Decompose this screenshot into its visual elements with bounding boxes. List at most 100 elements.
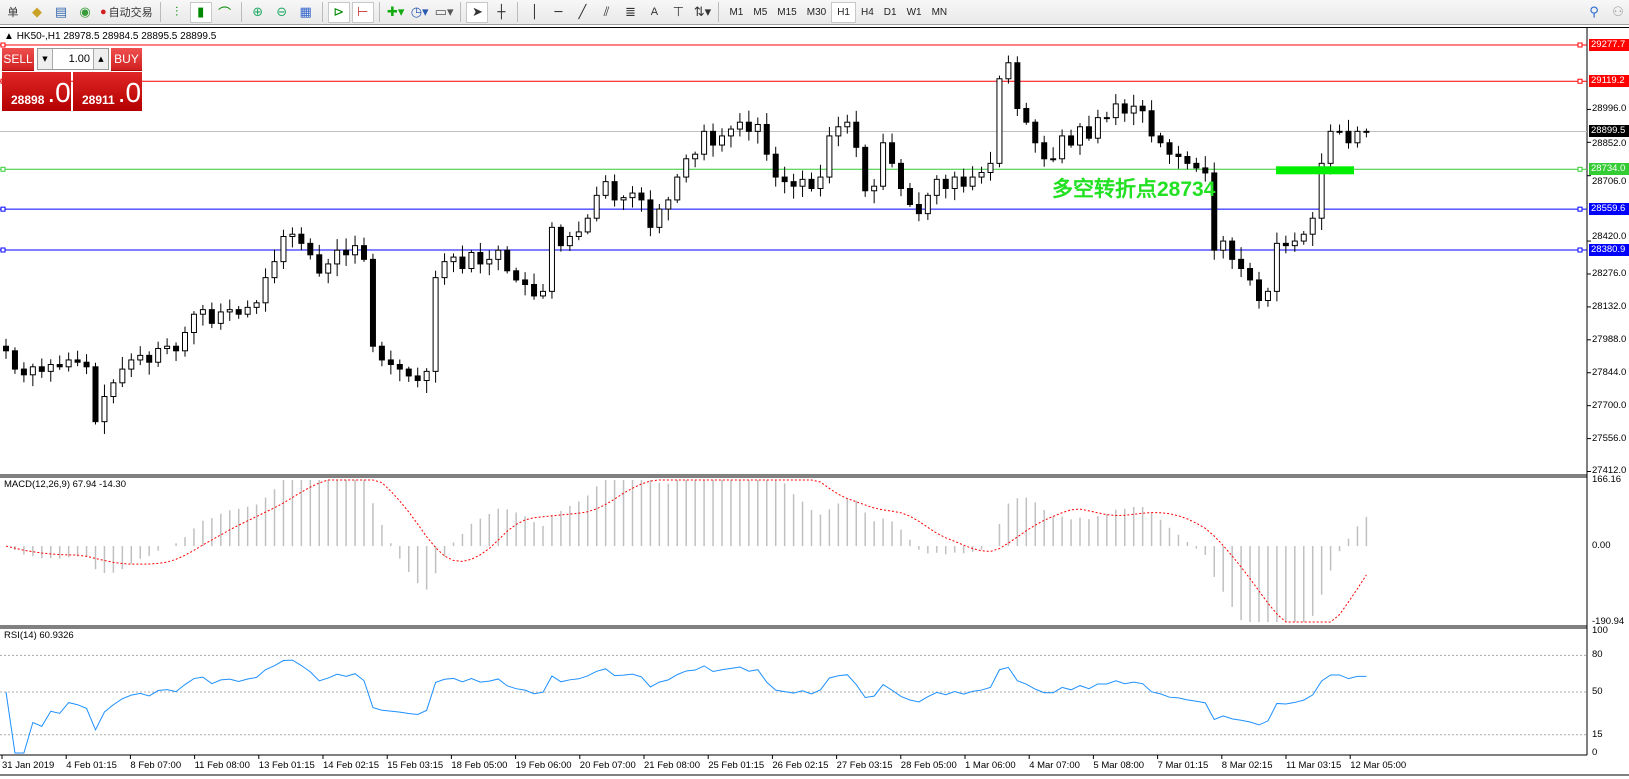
candle-bull [280,235,287,263]
zoom-out-icon[interactable]: ⊖ [276,4,288,20]
candle-bear [414,375,421,382]
candle-bear [862,146,869,192]
macd-axis-label: -190.94 [1592,616,1625,627]
time-axis-label: 7 Mar 01:15 [1157,760,1209,771]
sell-price[interactable]: 28898.0 [2,72,71,111]
candle-bear [1139,105,1146,112]
candle-bull [101,396,108,423]
signals-icon[interactable]: ◉ [79,4,91,20]
candlestick-icon[interactable]: ▮ [189,1,212,23]
decrease-lot-icon[interactable]: ▼ [38,49,53,69]
timeframe-w1[interactable]: W1 [906,6,922,18]
candle-bear [38,366,45,372]
price-tick-label: 28706.0 [1592,176,1627,188]
timeframe-h1[interactable]: H1 [831,1,856,23]
time-axis-label: 26 Feb 02:15 [772,760,829,771]
timeframe-mn[interactable]: MN [931,6,948,18]
price-tick-label: 27844.0 [1592,366,1627,378]
timeframe-m1[interactable]: M1 [729,6,744,18]
candle-bear [369,258,376,347]
time-axis-label: 15 Feb 03:15 [387,760,444,771]
tile-windows-icon[interactable]: ▦ [299,4,312,20]
annotation-text: 多空转折点 [1052,176,1157,201]
candle-bear [1175,153,1182,157]
price-label-resistance: 29277.7 [1589,39,1629,51]
candle-bull [817,176,824,189]
candle-bull [736,121,743,130]
chart-shift-icon[interactable]: ⊢ [351,1,374,23]
autotrade-button[interactable]: ● 自动交易 [98,2,155,23]
lot-stepper[interactable]: ▼ 1.00 ▲ [37,48,109,70]
templates-icon[interactable]: ▭▾ [434,4,454,20]
line-chart-icon[interactable]: ⌒ [218,6,232,22]
market-watch-icon[interactable]: ◆ [32,4,42,20]
candle-bull [271,261,278,279]
sell-button[interactable]: SELL [2,48,34,71]
candle-bull [1291,240,1298,247]
increase-lot-icon[interactable]: ▲ [93,49,108,69]
symbol-header: ▲ HK50-,H1 28978.5 28984.5 28895.5 28899… [4,31,217,42]
hline-handle [0,42,6,48]
rsi-axis-label: 100 [1592,625,1608,636]
horizontal-line-icon[interactable]: ─ [554,4,563,20]
candle-bear [1211,172,1218,251]
candle-bull [29,366,36,376]
candle-bear [20,368,27,376]
candle-bull [540,290,546,297]
autoscroll-icon[interactable]: ⊳ [327,1,350,23]
equidistant-channel-icon[interactable]: ⫽ [603,4,610,20]
candle-bull [1354,130,1361,144]
text-icon[interactable]: A [650,6,659,18]
text-label-icon[interactable]: ⊤ [672,4,685,20]
candle-bull [692,153,699,160]
data-window-icon[interactable]: ▤ [54,4,68,20]
candle-bear [531,284,538,297]
chart-canvas[interactable] [0,28,1629,777]
candle-bull [835,126,842,137]
candle-bull [495,249,502,260]
candle-bear [92,366,99,423]
search-icon[interactable]: ⚲ [1589,4,1599,20]
macd-axis-label: 166.16 [1592,474,1622,485]
crosshair-icon[interactable]: ┼ [497,4,506,20]
candle-bear [1256,279,1262,302]
timeframe-d1[interactable]: D1 [883,6,897,18]
indicators-icon[interactable]: ✚▾ [386,4,405,20]
trendline-icon[interactable]: ╱ [578,4,587,20]
arrows-icon[interactable]: ⇅▾ [693,4,712,20]
lot-input[interactable]: 1.00 [68,53,90,65]
timeframe-h4[interactable]: H4 [860,6,874,18]
timeframe-m15[interactable]: M15 [777,6,797,18]
candle-bear [1166,142,1173,155]
candle-bull [683,158,690,178]
timeframe-m30[interactable]: M30 [806,6,827,18]
autotrade-label: 自动交易 [108,7,153,19]
pivot-annotation[interactable]: 多空转折点28734 [1052,173,1215,203]
vertical-line-icon[interactable]: │ [530,4,539,20]
hline-handle [1577,78,1583,84]
bar-chart-icon[interactable]: ⫶ [175,4,179,20]
buy-button[interactable]: BUY [111,48,142,71]
candle-bull [1300,233,1307,242]
buy-price[interactable]: 28911.0 [73,72,142,111]
candle-bull [199,309,206,315]
candle-bear [1202,167,1209,174]
hline-handle [1577,206,1583,212]
candle-bull [593,194,600,219]
candle-bear [173,345,180,352]
sell-price-main: 28898 [11,93,45,107]
candle-bull [128,359,135,370]
zoom-in-icon[interactable]: ⊕ [252,4,264,20]
sell-price-pips: .0 [47,77,71,108]
candle-bear [1068,135,1075,146]
timeframe-m5[interactable]: M5 [753,6,768,18]
cursor-icon[interactable]: ➤ [466,1,489,23]
community-icon[interactable]: ⚇ [1612,4,1624,20]
candle-bull [253,302,260,308]
candle-bear [763,123,770,155]
fibonacci-icon[interactable]: ≣ [625,4,636,20]
new-order-button[interactable]: 单 [7,7,19,19]
periods-icon[interactable]: ◷▾ [410,4,429,20]
chart-window[interactable]: ▲ HK50-,H1 28978.5 28984.5 28895.5 28899… [0,27,1629,776]
candle-bull [486,258,493,265]
